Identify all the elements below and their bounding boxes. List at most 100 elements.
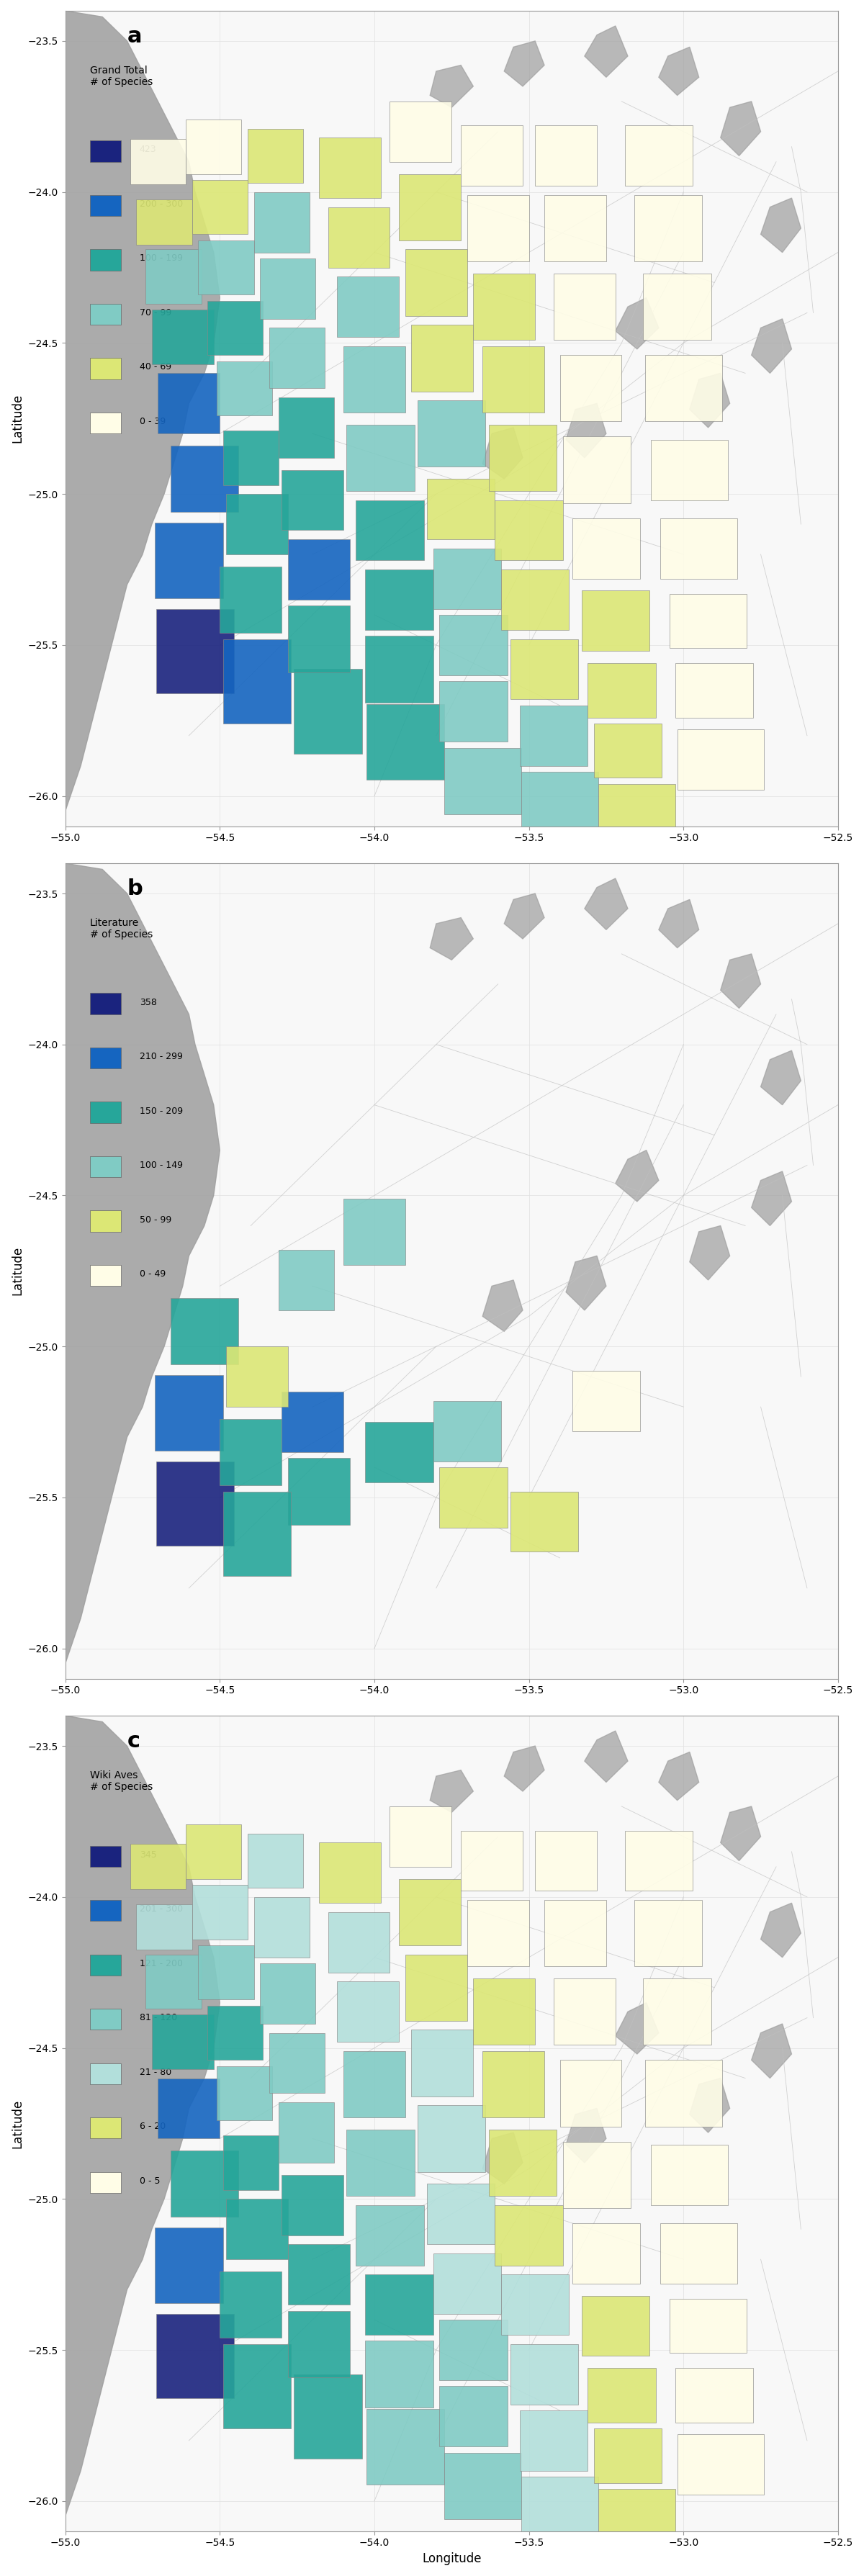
Polygon shape (658, 46, 699, 95)
Text: 70 - 99: 70 - 99 (139, 309, 171, 317)
Polygon shape (505, 1747, 544, 1790)
Text: 100 - 199: 100 - 199 (139, 255, 182, 263)
Bar (390, 100, 452, 162)
Bar (288, 2311, 350, 2378)
Bar (405, 250, 467, 317)
Polygon shape (430, 64, 473, 108)
Bar (90, 1157, 121, 1177)
Polygon shape (585, 26, 628, 77)
Text: 200 - 300: 200 - 300 (139, 198, 183, 209)
Bar (146, 1955, 201, 2009)
Bar (599, 2488, 676, 2543)
Bar (226, 1347, 288, 1406)
Polygon shape (482, 2133, 523, 2184)
Polygon shape (721, 1806, 760, 1860)
Polygon shape (658, 899, 699, 948)
Bar (676, 662, 753, 719)
Bar (677, 2434, 764, 2496)
Bar (155, 2228, 223, 2303)
Bar (625, 1832, 693, 1891)
Y-axis label: Latitude: Latitude (10, 2099, 24, 2148)
Bar (594, 724, 662, 778)
Bar (186, 118, 241, 173)
Polygon shape (430, 1770, 473, 1814)
Bar (152, 309, 213, 363)
Bar (588, 662, 656, 719)
Bar (482, 2050, 544, 2117)
Text: Wiki Aves
# of Species: Wiki Aves # of Species (90, 1770, 153, 1793)
Polygon shape (615, 299, 658, 348)
Bar (170, 1298, 238, 1365)
Bar (660, 518, 738, 580)
Bar (226, 495, 288, 554)
Polygon shape (615, 1149, 658, 1200)
Bar (328, 206, 390, 268)
Bar (433, 2254, 501, 2313)
Bar (433, 1401, 501, 1461)
Bar (366, 2409, 444, 2483)
Polygon shape (658, 1752, 699, 1801)
Bar (294, 670, 362, 755)
Bar (439, 1468, 507, 1528)
Text: 40 - 69: 40 - 69 (139, 363, 171, 371)
Bar (519, 706, 588, 765)
Bar (288, 605, 350, 672)
Bar (90, 304, 121, 325)
Bar (588, 2367, 656, 2421)
Bar (217, 361, 272, 415)
Bar (645, 355, 722, 422)
Bar (137, 1904, 192, 1950)
Bar (644, 273, 711, 340)
Bar (444, 2452, 521, 2519)
Bar (677, 729, 764, 791)
Bar (90, 1844, 121, 1868)
Polygon shape (585, 878, 628, 930)
Bar (90, 1265, 121, 1285)
Bar (217, 2066, 272, 2120)
Bar (521, 773, 599, 832)
Bar (365, 636, 433, 703)
Bar (156, 1461, 234, 1546)
Bar (90, 142, 121, 162)
Bar (461, 126, 523, 185)
Bar (156, 2313, 234, 2398)
Bar (560, 2061, 621, 2125)
Bar (489, 425, 556, 492)
Text: 423: 423 (139, 144, 156, 155)
Text: 0 - 39: 0 - 39 (139, 417, 166, 425)
Bar (676, 2367, 753, 2421)
Bar (544, 196, 607, 260)
Bar (223, 2344, 291, 2429)
Bar (467, 1901, 529, 1965)
Bar (337, 276, 399, 337)
Bar (170, 2151, 238, 2218)
Polygon shape (566, 2107, 607, 2164)
Bar (146, 250, 201, 304)
Polygon shape (689, 2079, 730, 2133)
Bar (186, 1824, 241, 1878)
Bar (90, 2009, 121, 2030)
Bar (90, 412, 121, 433)
Bar (288, 1458, 350, 1525)
Bar (511, 639, 578, 698)
Bar (90, 2117, 121, 2138)
Bar (152, 2014, 213, 2069)
Bar (495, 500, 563, 562)
Bar (670, 2298, 746, 2352)
Bar (294, 2375, 362, 2458)
Text: 0 - 49: 0 - 49 (139, 1270, 166, 1278)
Bar (581, 590, 650, 652)
Bar (651, 2146, 728, 2205)
Bar (288, 538, 350, 600)
Bar (282, 1391, 344, 1453)
Bar (427, 479, 495, 538)
Bar (282, 469, 344, 531)
Bar (155, 523, 223, 598)
Bar (554, 1978, 615, 2045)
Bar (288, 2244, 350, 2306)
Bar (346, 2130, 415, 2195)
Bar (223, 639, 291, 724)
Bar (366, 703, 444, 781)
Bar (260, 1963, 315, 2025)
Bar (625, 126, 693, 185)
